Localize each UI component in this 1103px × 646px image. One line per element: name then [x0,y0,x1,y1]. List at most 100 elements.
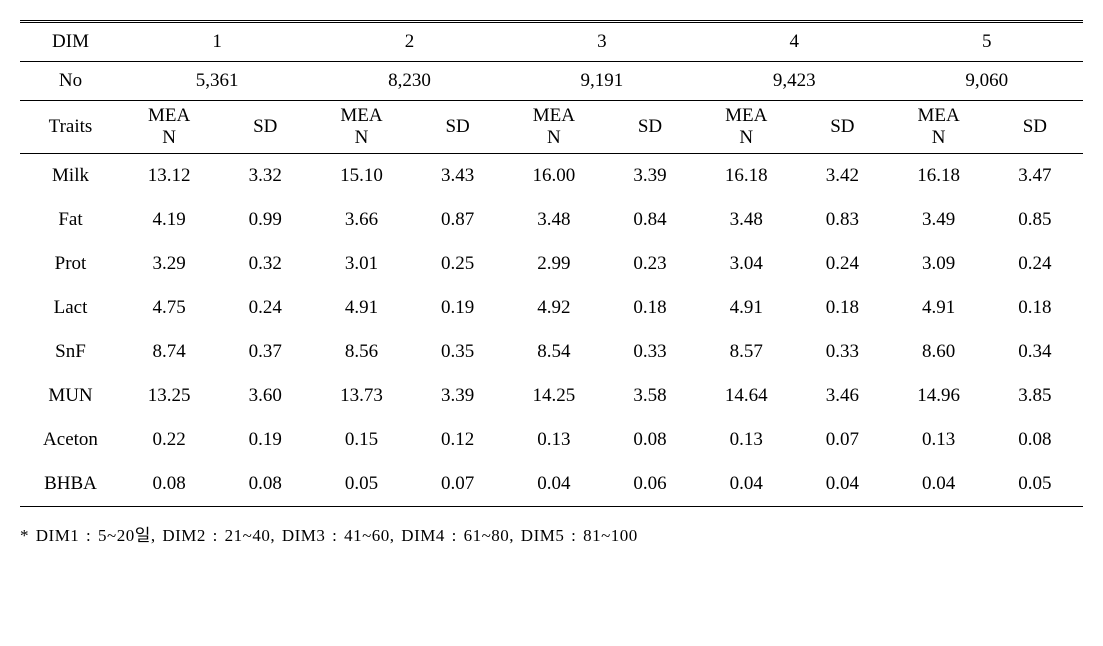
sd-header-2: SD [410,101,506,154]
mean-line2: N [510,127,598,149]
sd-cell: 3.58 [602,374,698,418]
mean-cell: 0.04 [698,462,794,507]
mean-header-1: MEA N [121,101,217,154]
sd-cell: 0.18 [794,286,890,330]
mean-header-5: MEA N [890,101,986,154]
mean-cell: 3.09 [890,242,986,286]
sd-cell: 0.87 [410,198,506,242]
count-row: No 5,361 8,230 9,191 9,423 9,060 [20,62,1083,101]
sd-cell: 3.85 [987,374,1083,418]
mean-cell: 4.91 [890,286,986,330]
sd-cell: 0.85 [987,198,1083,242]
data-rows-body: Milk13.123.3215.103.4316.003.3916.183.42… [20,153,1083,506]
sd-cell: 0.08 [987,418,1083,462]
mean-cell: 14.96 [890,374,986,418]
mean-cell: 4.19 [121,198,217,242]
mean-cell: 8.57 [698,330,794,374]
no-label: No [20,62,121,101]
mean-cell: 0.13 [890,418,986,462]
sd-cell: 3.46 [794,374,890,418]
footnote-text: * DIM1 : 5~20일, DIM2 : 21~40, DIM3 : 41~… [20,521,1083,546]
mean-cell: 8.60 [890,330,986,374]
dim-col-4: 4 [698,22,890,62]
mean-line2: N [894,127,982,149]
sd-cell: 0.07 [410,462,506,507]
mean-cell: 4.91 [698,286,794,330]
table-row: Lact4.750.244.910.194.920.184.910.184.91… [20,286,1083,330]
table-row: Prot3.290.323.010.252.990.233.040.243.09… [20,242,1083,286]
sd-cell: 0.07 [794,418,890,462]
mean-line1: MEA [317,105,405,127]
dim-col-2: 2 [313,22,505,62]
sd-cell: 3.43 [410,153,506,198]
mean-cell: 4.91 [313,286,409,330]
sd-cell: 0.32 [217,242,313,286]
mean-cell: 0.13 [506,418,602,462]
sd-cell: 0.37 [217,330,313,374]
data-table: DIM 1 2 3 4 5 No 5,361 8,230 9,191 9,423… [20,20,1083,507]
sd-header-5: SD [987,101,1083,154]
mean-cell: 0.22 [121,418,217,462]
table-row: Aceton0.220.190.150.120.130.080.130.070.… [20,418,1083,462]
sd-header-1: SD [217,101,313,154]
mean-cell: 16.00 [506,153,602,198]
mean-cell: 3.01 [313,242,409,286]
mean-cell: 4.75 [121,286,217,330]
mean-cell: 0.13 [698,418,794,462]
sd-cell: 0.83 [794,198,890,242]
sd-cell: 3.60 [217,374,313,418]
sd-cell: 0.19 [410,286,506,330]
dim-header-row: DIM 1 2 3 4 5 [20,22,1083,62]
sd-cell: 0.24 [794,242,890,286]
trait-label: Milk [20,153,121,198]
table-row: Milk13.123.3215.103.4316.003.3916.183.42… [20,153,1083,198]
sd-cell: 3.32 [217,153,313,198]
mean-line1: MEA [702,105,790,127]
mean-line1: MEA [894,105,982,127]
sd-cell: 0.08 [602,418,698,462]
mean-cell: 14.25 [506,374,602,418]
mean-cell: 3.49 [890,198,986,242]
mean-cell: 2.99 [506,242,602,286]
mean-cell: 13.25 [121,374,217,418]
table-row: MUN13.253.6013.733.3914.253.5814.643.461… [20,374,1083,418]
trait-label: Lact [20,286,121,330]
trait-label: BHBA [20,462,121,507]
count-3: 9,191 [506,62,698,101]
sd-cell: 0.23 [602,242,698,286]
sd-cell: 0.05 [987,462,1083,507]
mean-cell: 13.12 [121,153,217,198]
subheader-row: Traits MEA N SD MEA N SD MEA N SD MEA N … [20,101,1083,154]
mean-cell: 15.10 [313,153,409,198]
sd-cell: 0.08 [217,462,313,507]
mean-line2: N [125,127,213,149]
mean-header-2: MEA N [313,101,409,154]
mean-cell: 0.04 [890,462,986,507]
dim-label: DIM [20,22,121,62]
traits-label: Traits [20,101,121,154]
dim-col-1: 1 [121,22,313,62]
sd-cell: 0.99 [217,198,313,242]
mean-cell: 3.29 [121,242,217,286]
mean-cell: 8.74 [121,330,217,374]
mean-cell: 3.48 [698,198,794,242]
table-row: Fat4.190.993.660.873.480.843.480.833.490… [20,198,1083,242]
mean-cell: 3.48 [506,198,602,242]
sd-cell: 0.18 [987,286,1083,330]
mean-line1: MEA [510,105,598,127]
sd-cell: 0.06 [602,462,698,507]
count-5: 9,060 [890,62,1083,101]
trait-label: Prot [20,242,121,286]
dim-col-5: 5 [890,22,1083,62]
mean-cell: 3.04 [698,242,794,286]
sd-cell: 0.33 [794,330,890,374]
sd-cell: 0.18 [602,286,698,330]
sd-cell: 3.39 [410,374,506,418]
sd-header-3: SD [602,101,698,154]
mean-cell: 4.92 [506,286,602,330]
sd-cell: 0.25 [410,242,506,286]
sd-cell: 0.84 [602,198,698,242]
count-4: 9,423 [698,62,890,101]
sd-cell: 0.19 [217,418,313,462]
sd-cell: 0.35 [410,330,506,374]
